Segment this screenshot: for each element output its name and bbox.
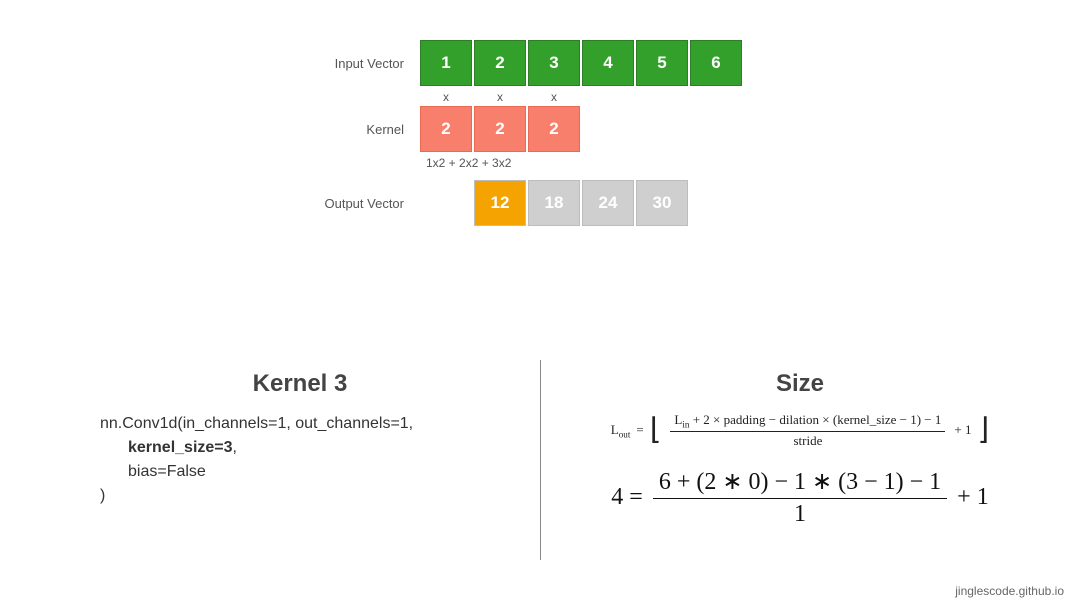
kernel-cells: 222 <box>420 106 580 152</box>
formula-numeric: 4 = 6 + (2 ∗ 0) − 1 ∗ (3 − 1) − 1 1 + 1 <box>580 467 1020 528</box>
conv1d-diagram: Input Vector 123456 xxx Kernel 222 1x2 +… <box>300 40 860 230</box>
formula-eq: = <box>636 422 643 438</box>
formula-general: Lout = ⌊ Lin + 2 × padding − dilation × … <box>580 412 1020 449</box>
formula-big-den: 1 <box>794 499 806 528</box>
kernel-row: Kernel 222 <box>300 106 860 152</box>
formula-numerator: Lin + 2 × padding − dilation × (kernel_s… <box>670 412 945 432</box>
kernel-cell: 2 <box>474 106 526 152</box>
multiply-mark: x <box>474 90 526 104</box>
input-cells: 123456 <box>420 40 742 86</box>
code-line-1: nn.Conv1d(in_channels=1, out_channels=1, <box>100 412 500 436</box>
output-cells: 12182430 <box>474 180 688 226</box>
input-cell: 4 <box>582 40 634 86</box>
formula-big-fraction: 6 + (2 ∗ 0) − 1 ∗ (3 − 1) − 1 1 <box>653 467 947 528</box>
input-cell: 2 <box>474 40 526 86</box>
input-cell: 6 <box>690 40 742 86</box>
input-cell: 3 <box>528 40 580 86</box>
multiply-mark: x <box>420 90 472 104</box>
floor-left-icon: ⌊ <box>650 415 662 445</box>
left-heading: Kernel 3 <box>100 370 500 398</box>
credit-text: jinglescode.github.io <box>955 584 1064 598</box>
calc-row: 1x2 + 2x2 + 3x2 <box>300 156 860 170</box>
bottom-panels: Kernel 3 nn.Conv1d(in_channels=1, out_ch… <box>0 370 1080 528</box>
output-cell: 12 <box>474 180 526 226</box>
input-label: Input Vector <box>300 56 420 71</box>
right-heading: Size <box>580 370 1020 398</box>
right-panel: Size Lout = ⌊ Lin + 2 × padding − dilati… <box>540 370 1080 528</box>
formula-big-lhs: 4 = <box>611 484 643 511</box>
kernel-cell: 2 <box>420 106 472 152</box>
multiply-mark: x <box>528 90 580 104</box>
floor-right-icon: ⌋ <box>978 415 990 445</box>
code-line-4: ) <box>100 484 500 508</box>
output-cell: 30 <box>636 180 688 226</box>
formula-fraction: Lin + 2 × padding − dilation × (kernel_s… <box>670 412 945 449</box>
multiply-row: xxx <box>300 90 860 104</box>
code-line-2: kernel_size=3, <box>100 436 500 460</box>
output-label: Output Vector <box>300 196 420 211</box>
kernel-cell: 2 <box>528 106 580 152</box>
multiply-marks: xxx <box>420 90 580 104</box>
output-cell: 24 <box>582 180 634 226</box>
formula-big-num: 6 + (2 ∗ 0) − 1 ∗ (3 − 1) − 1 <box>653 467 947 499</box>
kernel-label: Kernel <box>300 122 420 137</box>
calc-text: 1x2 + 2x2 + 3x2 <box>420 156 511 170</box>
input-row: Input Vector 123456 <box>300 40 860 86</box>
code-kernel-size: kernel_size=3 <box>128 439 233 456</box>
code-block: nn.Conv1d(in_channels=1, out_channels=1,… <box>100 412 500 508</box>
formula-trail: + 1 <box>954 422 971 438</box>
formula-lhs: Lout <box>611 422 631 440</box>
code-line-2-suffix: , <box>233 439 237 456</box>
input-cell: 5 <box>636 40 688 86</box>
formula-denominator: stride <box>793 432 822 449</box>
input-cell: 1 <box>420 40 472 86</box>
output-row: Output Vector 12182430 <box>300 180 860 226</box>
left-panel: Kernel 3 nn.Conv1d(in_channels=1, out_ch… <box>0 370 540 528</box>
output-cell: 18 <box>528 180 580 226</box>
code-line-3: bias=False <box>100 460 500 484</box>
formula-big-trail: + 1 <box>957 484 989 511</box>
